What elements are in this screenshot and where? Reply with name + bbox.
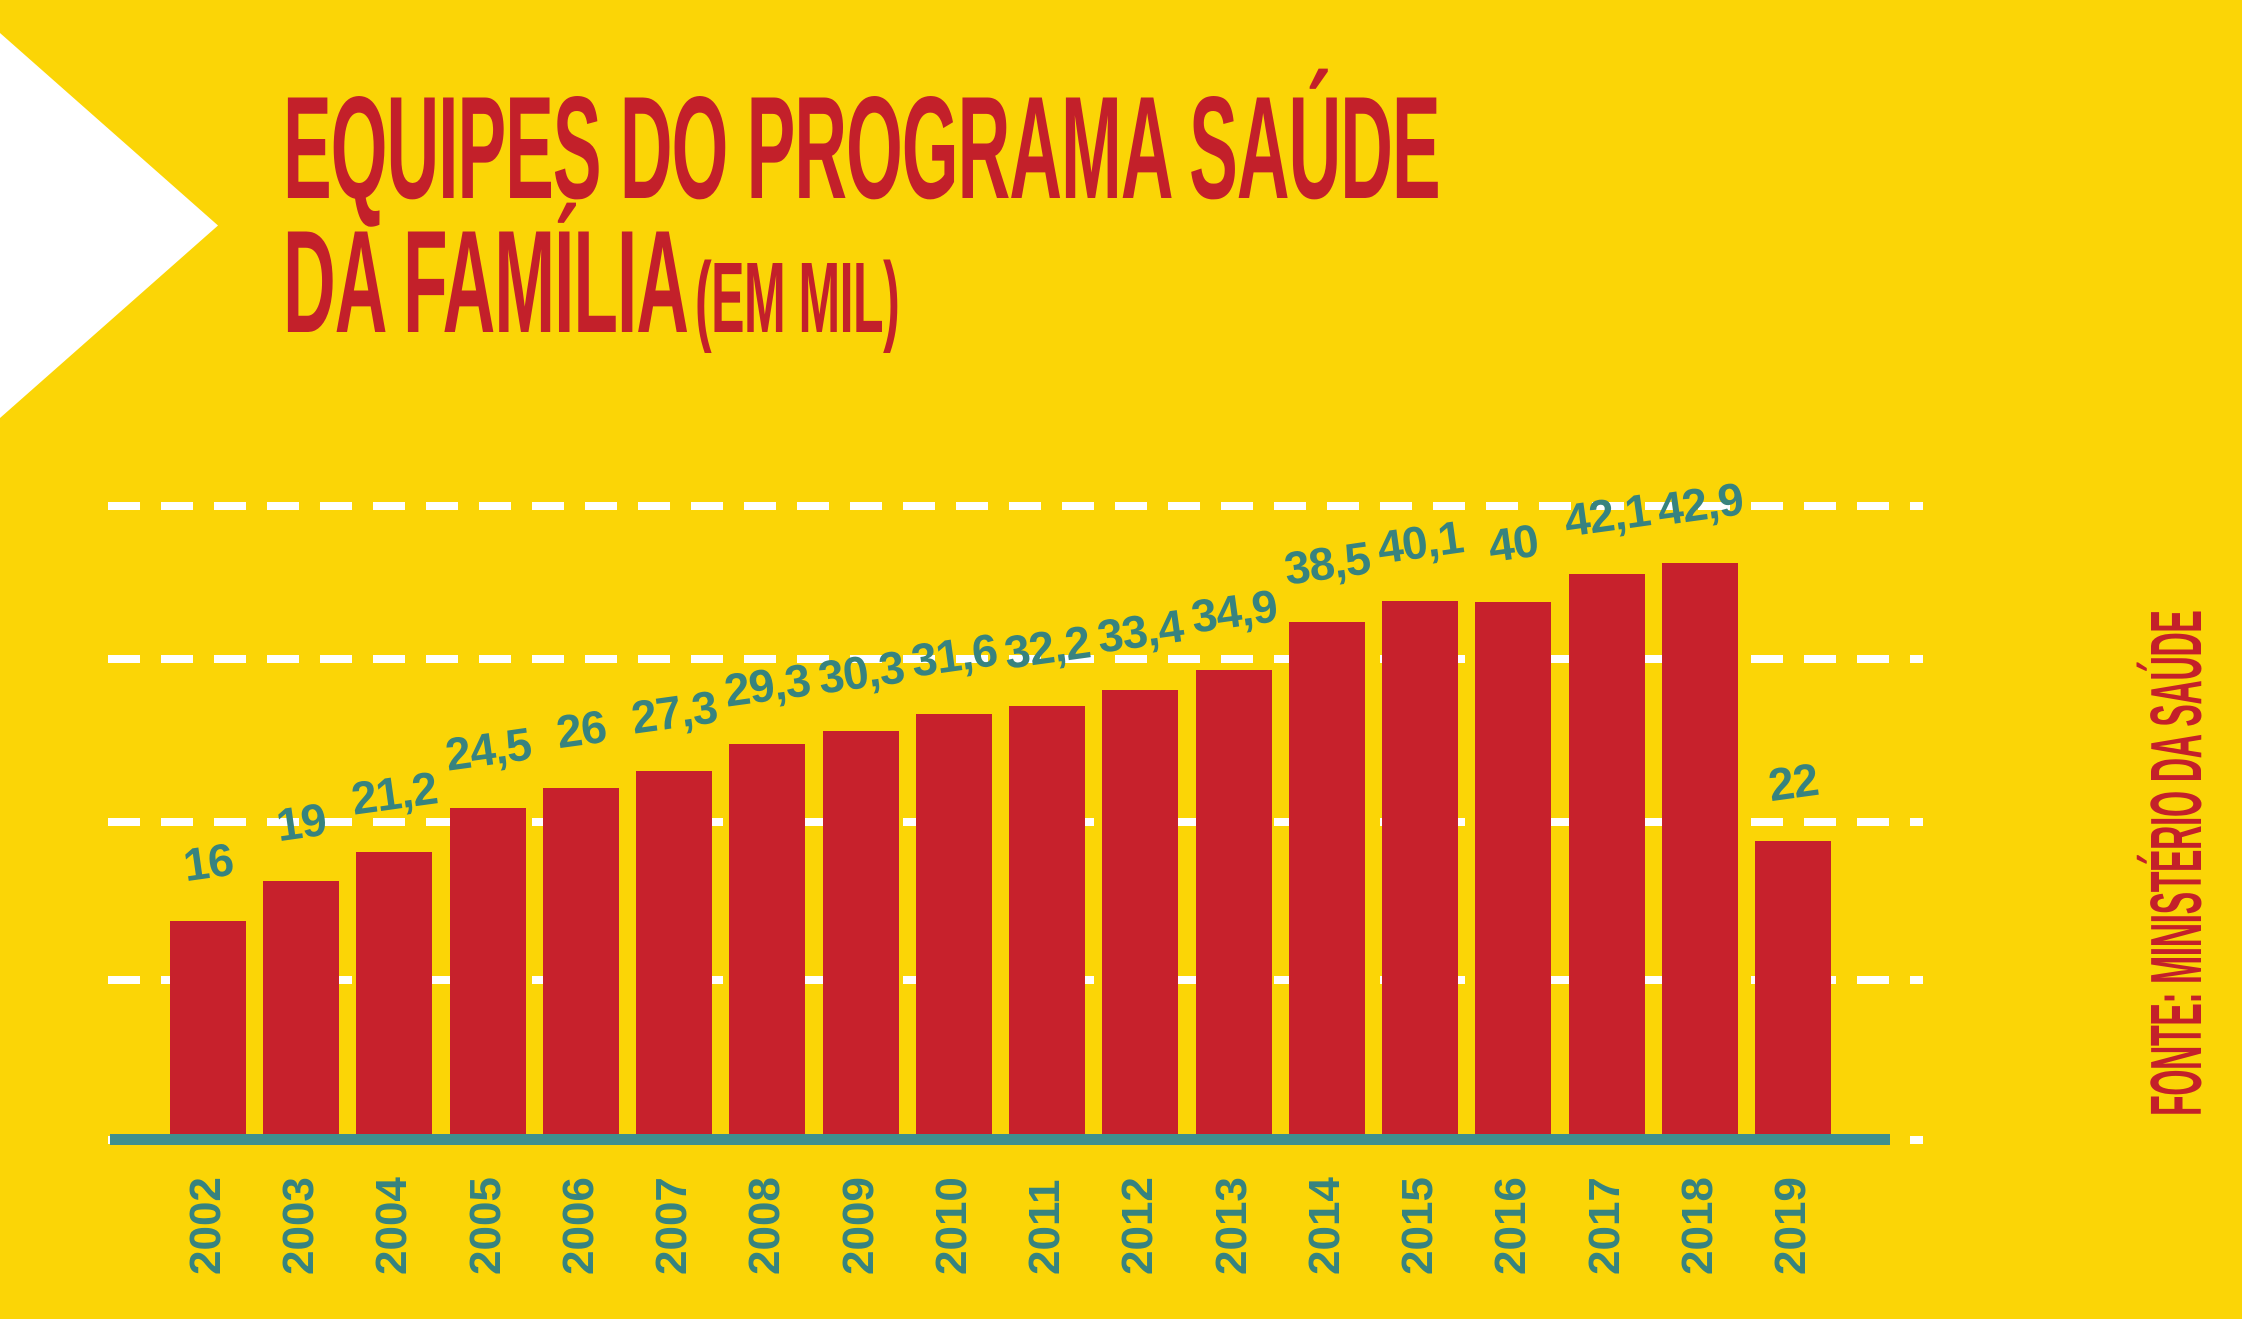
x-tick-2005: 2005	[460, 1177, 510, 1275]
bar-2018	[1661, 563, 1738, 1134]
bar-2007	[636, 771, 713, 1134]
x-tick-2012: 2012	[1113, 1177, 1163, 1275]
bar-2010	[915, 714, 992, 1134]
x-tick-2002: 2002	[181, 1177, 230, 1275]
bar-2012	[1102, 690, 1179, 1134]
x-tick-2014: 2014	[1299, 1177, 1349, 1275]
bar-2006	[542, 788, 619, 1134]
gridline-2	[108, 655, 1923, 663]
x-tick-2011: 2011	[1020, 1179, 1070, 1275]
x-tick-2008: 2008	[740, 1177, 790, 1275]
bar-2009	[822, 731, 899, 1134]
bar-2013	[1195, 670, 1272, 1134]
x-tick-2006: 2006	[553, 1177, 603, 1275]
bar-2004	[356, 852, 433, 1134]
x-tick-2003: 2003	[274, 1177, 324, 1275]
page-title-unit: (EM MIL)	[694, 242, 900, 354]
x-tick-2007: 2007	[647, 1177, 697, 1275]
x-axis-line	[110, 1134, 1890, 1145]
x-tick-2019: 2019	[1766, 1177, 1816, 1275]
x-tick-2018: 2018	[1672, 1177, 1722, 1275]
bar-2019	[1755, 841, 1832, 1134]
value-label-2018: 42,9	[1653, 472, 1746, 536]
bar-2002	[170, 921, 246, 1134]
bar-2003	[263, 881, 340, 1134]
page-title-text2: DA FAMÍLIA	[283, 200, 689, 363]
x-tick-2015: 2015	[1393, 1177, 1443, 1275]
gridline-1	[108, 502, 1923, 510]
bar-2008	[729, 744, 806, 1134]
x-tick-2016: 2016	[1486, 1177, 1536, 1275]
bar-2014	[1288, 622, 1365, 1134]
x-tick-2004: 2004	[367, 1177, 417, 1275]
bar-2016	[1475, 602, 1552, 1134]
x-tick-2017: 2017	[1579, 1177, 1629, 1275]
page-title-text1: EQUIPES DO PROGRAMA SAÚDE	[283, 66, 1441, 229]
x-tick-2010: 2010	[926, 1177, 976, 1275]
source-note: FONTE: MINISTÉRIO DA SAÚDE	[2137, 610, 2217, 1116]
page-title-line2: DA FAMÍLIA(EM MIL)	[283, 209, 900, 355]
right-arrow-icon	[0, 33, 218, 418]
bar-2015	[1382, 601, 1459, 1134]
bar-2011	[1009, 706, 1086, 1134]
x-tick-2009: 2009	[833, 1177, 883, 1275]
bar-2005	[449, 808, 526, 1134]
page-title-line1: EQUIPES DO PROGRAMA SAÚDE	[283, 75, 1441, 221]
bar-2017	[1568, 574, 1645, 1134]
x-tick-2013: 2013	[1206, 1177, 1256, 1275]
